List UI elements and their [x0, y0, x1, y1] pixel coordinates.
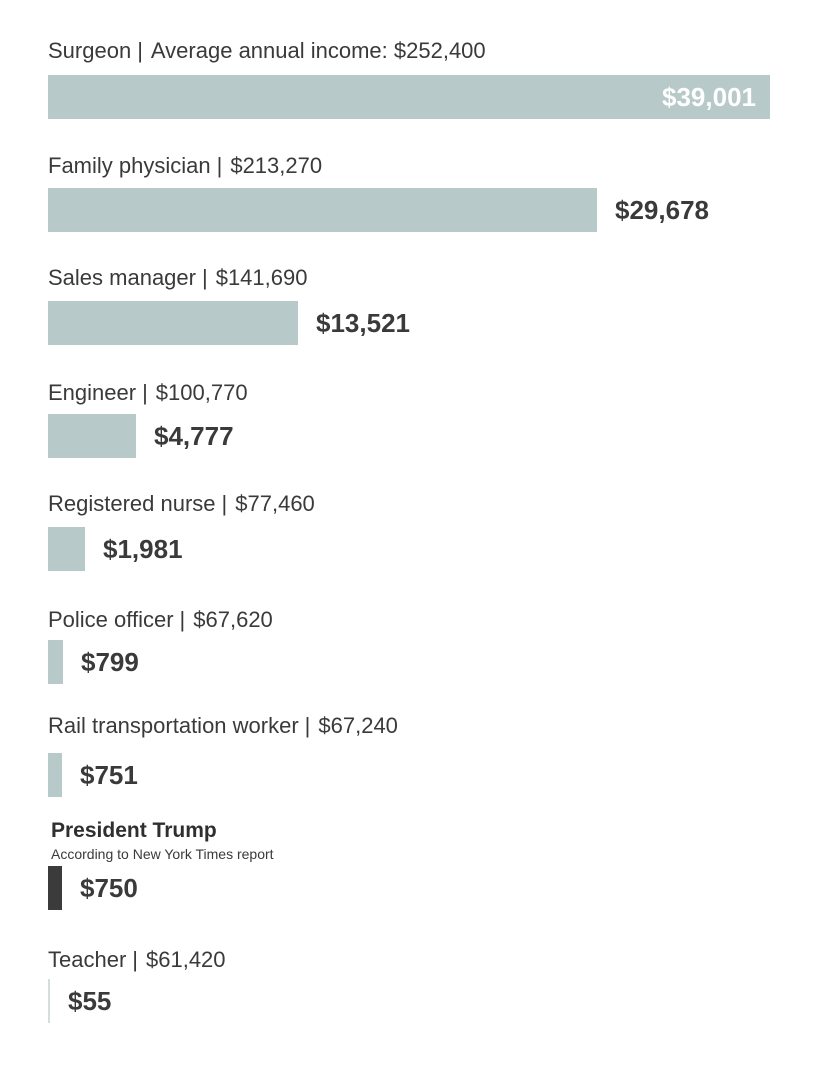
- average-income: $61,420: [146, 947, 226, 972]
- bar: [48, 866, 62, 910]
- label-separator: |: [137, 38, 143, 63]
- category-label: Engineer | $100,770: [48, 382, 248, 404]
- category-name: Rail transportation worker: [48, 713, 299, 738]
- label-separator: |: [201, 265, 208, 290]
- category-name: President Trump: [51, 819, 217, 842]
- value-label: $799: [81, 647, 139, 677]
- category-label: Surgeon | Average annual income: $252,400: [48, 40, 486, 62]
- bar: [48, 301, 298, 345]
- label-separator: |: [216, 153, 223, 178]
- category-label: Police officer | $67,620: [48, 609, 273, 631]
- average-income: $77,460: [235, 491, 315, 516]
- category-name: Registered nurse: [48, 491, 216, 516]
- category-name: Sales manager: [48, 265, 196, 290]
- source-note-text: According to New York Times report: [51, 846, 274, 862]
- value-label: $13,521: [316, 308, 410, 338]
- bar: [48, 640, 63, 684]
- value-label: $39,001: [662, 82, 756, 112]
- value-label: $751: [80, 760, 138, 790]
- category-name: Engineer: [48, 380, 137, 405]
- category-label: Teacher | $61,420: [48, 949, 226, 971]
- average-income: $100,770: [155, 380, 248, 405]
- bar: [48, 527, 85, 571]
- average-income: $213,270: [230, 153, 323, 178]
- category-label: Registered nurse | $77,460: [48, 493, 315, 515]
- label-separator: |: [132, 947, 138, 972]
- label-separator: |: [221, 491, 228, 516]
- bar: [48, 188, 597, 232]
- income-prefix: Average annual income:: [150, 38, 394, 63]
- value-label: $750: [80, 873, 138, 903]
- value-label: $55: [68, 986, 112, 1016]
- highlight-category-label: President Trump: [51, 820, 217, 841]
- label-separator: |: [142, 380, 148, 405]
- value-label: $1,981: [103, 534, 183, 564]
- category-label: Sales manager | $141,690: [48, 267, 307, 289]
- bar: [48, 414, 136, 458]
- value-label: $29,678: [615, 195, 709, 225]
- bar: [48, 75, 770, 119]
- value-label: $4,777: [154, 421, 234, 451]
- average-income: $67,620: [193, 607, 273, 632]
- average-income: $141,690: [215, 265, 308, 290]
- highlight-source-note: According to New York Times report: [51, 847, 274, 861]
- category-name: Police officer: [48, 607, 174, 632]
- category-name: Family physician: [48, 153, 211, 178]
- bar: [48, 979, 50, 1023]
- category-name: Surgeon: [48, 38, 132, 63]
- average-income: $252,400: [393, 38, 486, 63]
- label-separator: |: [179, 607, 186, 632]
- category-label: Rail transportation worker | $67,240: [48, 715, 398, 737]
- category-name: Teacher: [48, 947, 127, 972]
- category-label: Family physician | $213,270: [48, 155, 322, 177]
- bar: [48, 753, 62, 797]
- label-separator: |: [304, 713, 311, 738]
- average-income: $67,240: [318, 713, 398, 738]
